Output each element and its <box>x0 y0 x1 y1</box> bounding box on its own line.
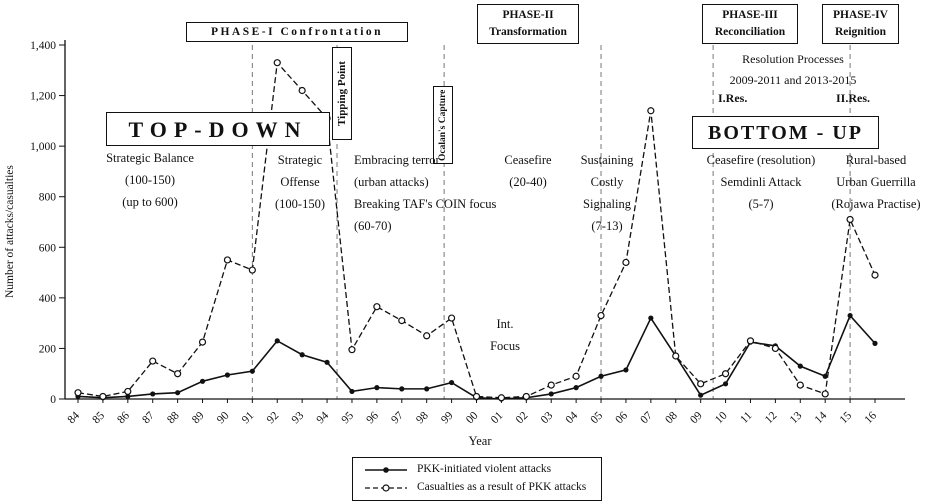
annotation-sustaining-signaling: Sustaining Costly Signaling (7-13) <box>580 153 634 233</box>
solid-line-sample-icon <box>365 466 407 473</box>
svg-text:05: 05 <box>589 409 606 426</box>
phase-4-label: PHASE-IV Reignition <box>822 4 899 44</box>
svg-text:13: 13 <box>788 409 805 426</box>
annotation-ceasefire-1: Ceasefire (20-40) <box>504 153 552 189</box>
annotation-strategic-offense: Strategic Offense (100-150) <box>275 153 325 211</box>
svg-text:89: 89 <box>190 409 207 426</box>
svg-text:15: 15 <box>838 409 855 426</box>
legend-item-casualties: Casualties as a result of PKK attacks <box>363 479 593 496</box>
legend: PKK-initiated violent attacks Casualties… <box>352 457 602 501</box>
bottom-up-label: BOTTOM - UP <box>692 116 879 149</box>
svg-text:0: 0 <box>50 394 56 406</box>
svg-text:90: 90 <box>215 409 232 426</box>
svg-text:16: 16 <box>863 409 880 426</box>
y-axis-label: Number of attacks/casualties <box>4 165 16 298</box>
svg-text:87: 87 <box>140 409 157 426</box>
svg-text:1,200: 1,200 <box>30 91 56 103</box>
svg-text:96: 96 <box>364 409 381 426</box>
dashed-line-sample-icon <box>365 483 407 492</box>
svg-text:12: 12 <box>763 409 780 426</box>
svg-text:84: 84 <box>66 409 83 426</box>
svg-text:97: 97 <box>389 409 406 426</box>
svg-text:04: 04 <box>564 409 581 426</box>
svg-text:91: 91 <box>240 409 257 426</box>
legend-item-attacks: PKK-initiated violent attacks <box>363 461 593 478</box>
svg-text:1,400: 1,400 <box>30 40 56 52</box>
svg-text:14: 14 <box>813 409 830 426</box>
svg-text:07: 07 <box>638 409 655 426</box>
svg-text:86: 86 <box>115 409 132 426</box>
annotation-resolution-labels: I.Res. II.Res. <box>718 90 870 106</box>
annotation-strategic-balance: Strategic Balance (100-150) (up to 600) <box>106 151 194 209</box>
svg-text:99: 99 <box>439 409 456 426</box>
legend-label-attacks: PKK-initiated violent attacks <box>417 463 552 475</box>
svg-text:1,000: 1,000 <box>30 141 56 153</box>
svg-text:00: 00 <box>464 409 481 426</box>
x-axis-label: Year <box>468 434 492 448</box>
svg-text:95: 95 <box>339 409 356 426</box>
svg-text:01: 01 <box>489 409 506 426</box>
svg-text:400: 400 <box>39 293 57 305</box>
svg-text:93: 93 <box>290 409 307 426</box>
annotation-ceasefire-resolution: Ceasefire (resolution) Semdinli Attack (… <box>706 153 816 211</box>
svg-text:88: 88 <box>165 409 182 426</box>
phase-3-label: PHASE-III Reconciliation <box>702 4 798 44</box>
annotation-res-1: I.Res. <box>718 91 748 105</box>
svg-text:200: 200 <box>39 343 57 355</box>
svg-text:06: 06 <box>613 409 630 426</box>
svg-text:98: 98 <box>414 409 431 426</box>
svg-text:92: 92 <box>265 409 282 426</box>
svg-text:11: 11 <box>738 409 754 425</box>
annotation-int-focus: Int. Focus <box>490 317 520 353</box>
svg-text:02: 02 <box>514 409 531 426</box>
top-down-label: TOP-DOWN <box>106 112 330 146</box>
svg-text:03: 03 <box>539 409 556 426</box>
svg-text:94: 94 <box>315 409 332 426</box>
legend-label-casualties: Casualties as a result of PKK attacks <box>417 481 587 493</box>
svg-text:08: 08 <box>663 409 680 426</box>
svg-text:800: 800 <box>39 192 57 204</box>
svg-text:600: 600 <box>39 242 57 254</box>
annotation-rural-based: Rural-based Urban Guerrilla (Rojawa Prac… <box>831 153 921 211</box>
annotation-resolution-processes: Resolution Processes 2009-2011 and 2013-… <box>729 52 857 87</box>
annotation-res-2: II.Res. <box>835 91 870 105</box>
phase-2-label: PHASE-II Transformation <box>477 4 579 44</box>
svg-text:10: 10 <box>713 409 730 426</box>
svg-text:85: 85 <box>90 409 107 426</box>
svg-text:09: 09 <box>688 409 705 426</box>
annotation-embracing-terror: Embracing terror (urban attacks) Breakin… <box>354 153 497 233</box>
phase-1-label: PHASE-I Confrontation <box>186 22 408 42</box>
tipping-point-label: Tipping Point <box>332 47 352 140</box>
